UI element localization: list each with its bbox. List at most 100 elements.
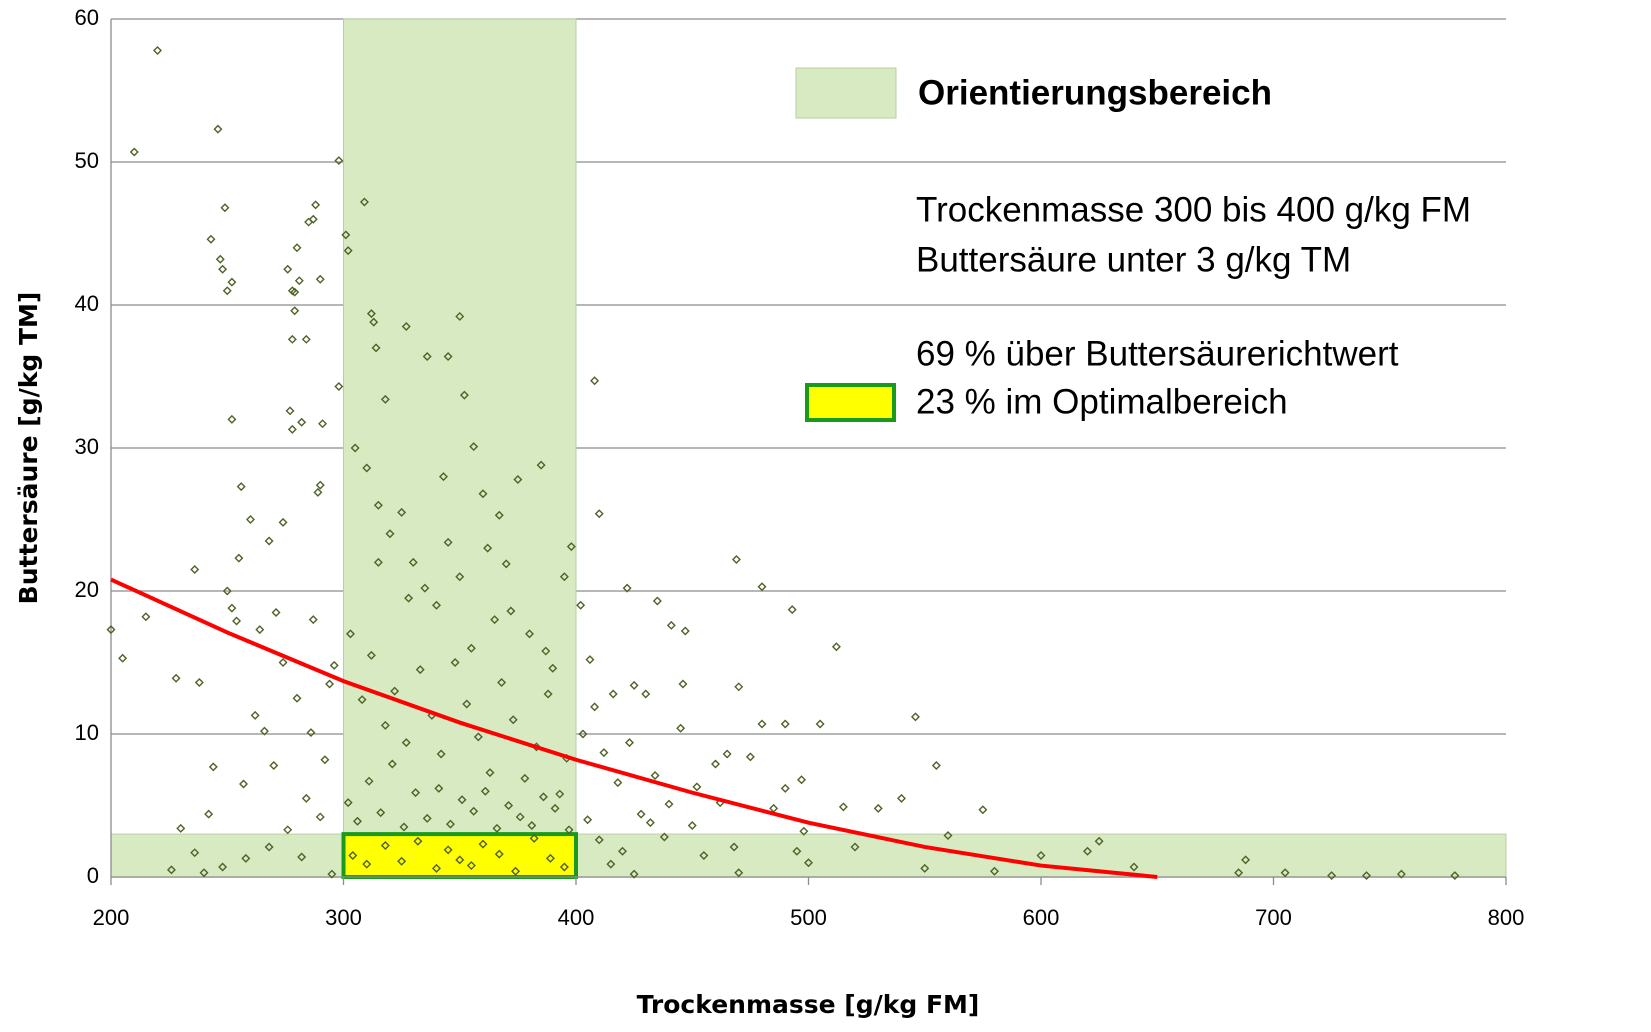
point bbox=[118, 653, 128, 663]
point bbox=[422, 351, 432, 361]
point bbox=[208, 762, 218, 772]
point bbox=[590, 702, 600, 712]
point bbox=[222, 586, 232, 596]
point bbox=[411, 788, 421, 798]
point bbox=[485, 768, 495, 778]
point bbox=[1036, 851, 1046, 861]
point bbox=[734, 682, 744, 692]
point bbox=[1327, 871, 1337, 881]
x-tick-label: 600 bbox=[1023, 905, 1060, 930]
point bbox=[432, 863, 441, 873]
point bbox=[678, 679, 688, 689]
point bbox=[529, 833, 539, 843]
point bbox=[1083, 846, 1092, 856]
point bbox=[527, 821, 537, 831]
point bbox=[401, 738, 411, 748]
point bbox=[264, 536, 274, 546]
point bbox=[301, 334, 311, 344]
point bbox=[313, 487, 323, 497]
point bbox=[190, 565, 200, 575]
point bbox=[369, 317, 379, 327]
point bbox=[1450, 871, 1460, 881]
point bbox=[292, 243, 302, 253]
point bbox=[550, 803, 560, 813]
point bbox=[508, 715, 518, 725]
point bbox=[287, 334, 297, 344]
point bbox=[455, 311, 465, 321]
point bbox=[264, 842, 274, 852]
point bbox=[397, 507, 407, 517]
point bbox=[636, 809, 646, 819]
point bbox=[990, 866, 999, 876]
point bbox=[341, 230, 351, 240]
point bbox=[371, 343, 381, 353]
point bbox=[731, 555, 741, 565]
point bbox=[236, 482, 246, 492]
point bbox=[315, 812, 325, 822]
y-tick-label: 30 bbox=[75, 434, 99, 459]
point bbox=[106, 625, 116, 635]
point bbox=[652, 596, 662, 606]
x-tick-label: 200 bbox=[93, 905, 130, 930]
point bbox=[618, 846, 627, 856]
point bbox=[227, 414, 237, 424]
point bbox=[176, 823, 186, 833]
point bbox=[536, 460, 546, 470]
point bbox=[438, 472, 448, 482]
point bbox=[545, 853, 555, 863]
point bbox=[659, 832, 669, 842]
point bbox=[334, 156, 344, 166]
point bbox=[1362, 871, 1371, 881]
point bbox=[387, 759, 397, 769]
x-tick-label: 700 bbox=[1255, 905, 1292, 930]
point bbox=[629, 869, 639, 879]
point bbox=[380, 841, 390, 851]
y-tick-label: 20 bbox=[75, 577, 99, 602]
point bbox=[278, 658, 288, 667]
point bbox=[204, 809, 214, 819]
point bbox=[376, 808, 386, 818]
x-tick-label: 800 bbox=[1488, 905, 1525, 930]
point bbox=[722, 749, 732, 759]
point bbox=[432, 600, 441, 610]
trend-line bbox=[110, 577, 1158, 879]
point bbox=[780, 783, 790, 793]
point bbox=[320, 755, 330, 765]
y-axis-label: Buttersäure [g/kg TM] bbox=[14, 292, 43, 605]
point bbox=[318, 419, 328, 429]
point bbox=[757, 719, 767, 729]
y-tick-label: 0 bbox=[87, 863, 99, 888]
point bbox=[645, 818, 655, 828]
point bbox=[490, 615, 500, 625]
point bbox=[566, 542, 576, 552]
point bbox=[215, 254, 225, 264]
legend-swatch bbox=[805, 383, 896, 422]
annotation: 69 % über Buttersäurerichtwert bbox=[916, 334, 1399, 373]
point bbox=[434, 783, 444, 793]
point bbox=[250, 710, 260, 720]
point bbox=[541, 646, 551, 656]
point bbox=[538, 792, 548, 802]
point bbox=[466, 861, 476, 871]
point bbox=[213, 124, 223, 134]
point bbox=[1129, 862, 1139, 872]
point bbox=[897, 793, 906, 803]
point bbox=[380, 720, 390, 730]
point bbox=[480, 786, 490, 796]
point bbox=[443, 845, 453, 855]
point bbox=[469, 806, 479, 816]
point bbox=[664, 799, 674, 809]
point bbox=[815, 719, 825, 729]
point bbox=[234, 553, 244, 563]
point bbox=[285, 406, 295, 416]
point bbox=[308, 214, 318, 224]
y-tick-label: 50 bbox=[75, 148, 99, 173]
point bbox=[399, 822, 409, 832]
point bbox=[308, 615, 318, 625]
point bbox=[436, 749, 446, 759]
point bbox=[494, 849, 504, 859]
point bbox=[769, 803, 779, 813]
point bbox=[348, 851, 358, 861]
point bbox=[543, 689, 553, 699]
